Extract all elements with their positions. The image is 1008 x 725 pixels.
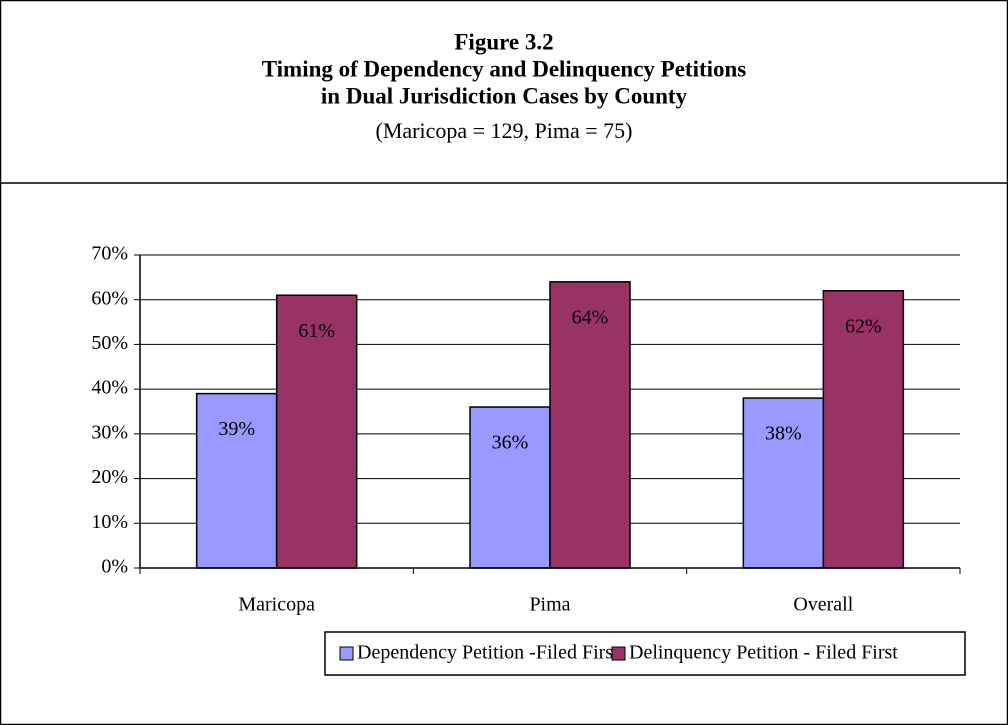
- y-tick-label: 40%: [91, 377, 128, 399]
- legend-swatch: [339, 646, 354, 661]
- data-label: 64%: [572, 306, 609, 328]
- chart-title: in Dual Jurisdiction Cases by County: [321, 83, 688, 108]
- chart-title: Timing of Dependency and Delinquency Pet…: [262, 56, 747, 81]
- y-tick-label: 10%: [91, 511, 128, 533]
- bar: [549, 281, 631, 569]
- data-label: 62%: [845, 315, 882, 337]
- y-tick-label: 0%: [101, 556, 128, 578]
- data-label: 36%: [492, 432, 529, 454]
- x-tick-label: Maricopa: [238, 594, 315, 616]
- legend-swatch: [611, 646, 626, 661]
- y-tick-label: 70%: [91, 243, 128, 265]
- bar: [275, 294, 358, 569]
- legend-label: Dependency Petition -Filed First: [357, 642, 619, 664]
- data-label: 38%: [765, 423, 802, 445]
- x-tick-label: Overall: [793, 594, 853, 616]
- y-tick-label: 20%: [91, 466, 128, 488]
- y-tick-label: 30%: [91, 421, 128, 443]
- y-tick-label: 60%: [91, 287, 128, 309]
- bar: [195, 392, 278, 569]
- data-label: 61%: [298, 320, 335, 342]
- bar: [742, 397, 825, 569]
- legend: [324, 631, 966, 676]
- chart-title: Figure 3.2: [454, 29, 553, 54]
- data-label: 39%: [218, 418, 255, 440]
- chart-subtitle: (Maricopa = 129, Pima = 75): [376, 118, 633, 143]
- legend-label: Delinquency Petition - Filed First: [629, 642, 898, 664]
- bar: [822, 290, 905, 569]
- y-tick-label: 50%: [91, 332, 128, 354]
- x-tick-label: Pima: [529, 594, 570, 616]
